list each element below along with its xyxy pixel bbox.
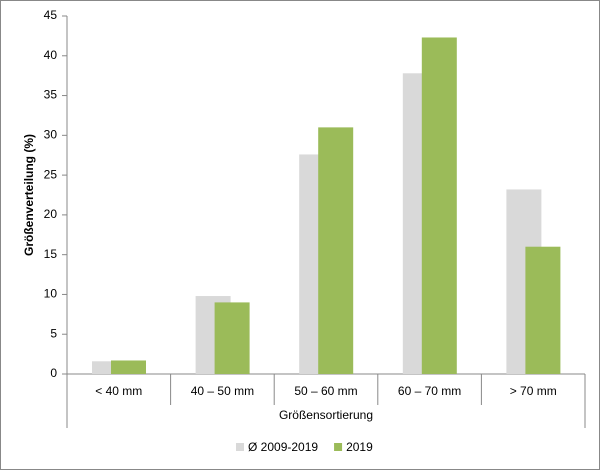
- bar: [421, 37, 457, 374]
- legend-swatch: [236, 443, 244, 451]
- y-tick-label: 35: [44, 88, 58, 102]
- x-axis-label: Größensortierung: [279, 408, 373, 422]
- y-tick-label: 10: [44, 287, 58, 301]
- y-tick-label: 15: [44, 247, 58, 261]
- y-tick-label: 30: [44, 128, 58, 142]
- legend-label: 2019: [346, 440, 373, 454]
- y-tick-label: 40: [44, 48, 58, 62]
- x-tick-label: < 40 mm: [95, 384, 142, 398]
- x-tick-label: 60 – 70 mm: [398, 384, 461, 398]
- y-axis-label: Größenverteilung (%): [22, 134, 36, 256]
- bar: [214, 302, 250, 374]
- bar: [318, 127, 354, 374]
- x-tick-label: 40 – 50 mm: [191, 384, 254, 398]
- x-tick-label: > 70 mm: [510, 384, 557, 398]
- bar: [525, 246, 561, 374]
- y-tick-label: 20: [44, 207, 58, 221]
- x-tick-label: 50 – 60 mm: [294, 384, 357, 398]
- bar: [111, 360, 146, 374]
- y-tick-label: 0: [50, 366, 57, 380]
- y-tick-label: 25: [44, 167, 58, 181]
- y-tick-label: 5: [50, 326, 57, 340]
- legend-label: Ø 2009-2019: [248, 440, 318, 454]
- legend-swatch: [334, 443, 343, 451]
- y-tick-label: 45: [44, 8, 58, 22]
